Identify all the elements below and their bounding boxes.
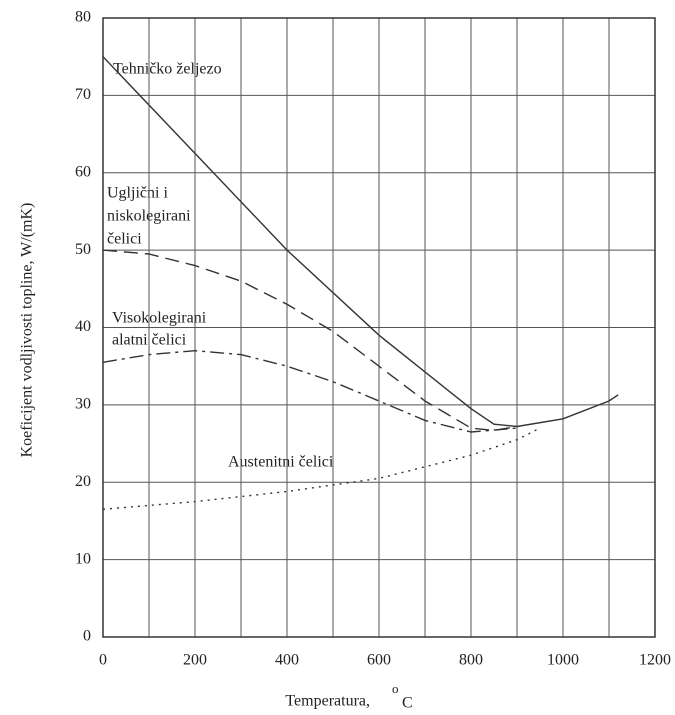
x-tick-label: 600	[367, 652, 391, 669]
y-tick-label: 10	[75, 550, 91, 567]
annotation: Ugljični i	[107, 185, 168, 202]
x-axis-label: Temperatura,	[285, 693, 370, 710]
y-tick-label: 20	[75, 473, 91, 490]
line	[102, 249, 518, 432]
x-tick-label: 800	[459, 652, 483, 669]
x-tick-label: 0	[99, 652, 107, 669]
y-tick-label: 30	[75, 396, 91, 413]
y-tick-label: 80	[75, 9, 91, 26]
annotation: čelici	[107, 231, 142, 248]
annotation: Visokolegirani	[112, 310, 207, 327]
annotation: Austenitni čelici	[228, 454, 334, 471]
x-tick-label: 400	[275, 652, 299, 669]
x-axis-unit: C	[402, 695, 413, 712]
line	[102, 349, 518, 433]
x-tick-label: 200	[183, 652, 207, 669]
y-tick-label: 40	[75, 318, 91, 335]
y-axis-label: Koeficijent vodljivosti topline, W/(mK)	[19, 203, 36, 458]
line	[102, 56, 619, 428]
y-tick-label: 60	[75, 163, 91, 180]
y-tick-label: 70	[75, 86, 91, 103]
line	[102, 427, 541, 510]
x-axis-unit: o	[392, 681, 399, 696]
x-tick-label: 1000	[547, 652, 579, 669]
annotation: Tehničko željezo	[113, 61, 222, 78]
y-tick-label: 0	[83, 628, 91, 645]
x-tick-label: 1200	[639, 652, 671, 669]
plot-frame	[102, 17, 656, 638]
y-tick-label: 50	[75, 241, 91, 258]
